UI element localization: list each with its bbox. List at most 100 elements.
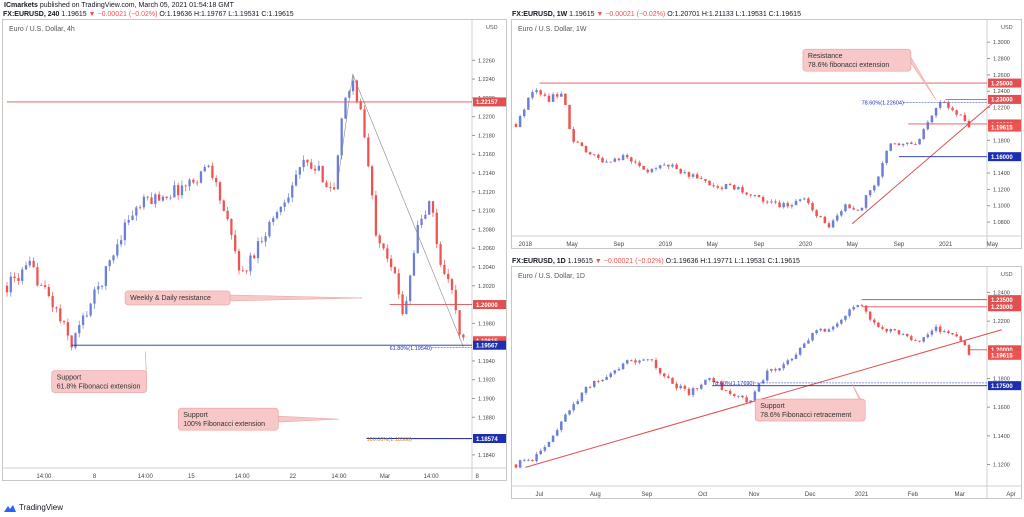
candle-body <box>827 223 831 228</box>
candle-body <box>378 235 381 244</box>
candle-body <box>749 194 752 196</box>
candle-body <box>351 80 355 92</box>
candle-body <box>97 286 100 290</box>
candle-body <box>51 296 54 308</box>
candle-body <box>576 401 580 405</box>
y-tick-label: 1.2400 <box>993 89 1010 95</box>
currency-label: USD <box>1001 272 1013 278</box>
candle-body <box>275 212 279 219</box>
candle-body <box>112 255 115 261</box>
price-label: 1.19567 <box>476 344 498 350</box>
candle-body <box>234 234 237 252</box>
candle-body <box>798 347 802 355</box>
candle-body <box>807 340 810 344</box>
candle-body <box>687 388 691 395</box>
candle-body <box>634 161 637 163</box>
chart-panel-daily[interactable]: Euro / U.S. Dollar, 1D USD 1.2400 1.2200 1.1… <box>511 266 1022 499</box>
candle-body <box>753 391 757 401</box>
candle-body <box>774 201 777 203</box>
chart-title: Euro / U.S. Dollar, 4h <box>9 26 75 33</box>
x-tick-label: May <box>847 242 858 248</box>
candle-body <box>819 216 822 217</box>
candle-body <box>85 315 89 317</box>
candle-body <box>819 328 822 331</box>
candle-body <box>885 150 888 164</box>
candle-body <box>211 165 214 178</box>
candle-body <box>881 163 884 177</box>
candle-body <box>17 278 20 282</box>
callout-subtitle: 61.8% Fibonacci extension <box>57 384 141 391</box>
candle-body <box>609 373 612 377</box>
header-open: O:1.19636 <box>157 11 193 18</box>
price-label-badge <box>988 345 1021 355</box>
candle-body <box>910 336 913 340</box>
candles <box>5 75 465 351</box>
chart-panel-4h[interactable]: Euro / U.S. Dollar, 4h USD 1.2260 1.2240 1.2… <box>2 19 507 481</box>
candle-body <box>572 404 575 411</box>
price-label-badge <box>988 94 1021 104</box>
candle-body <box>951 333 954 335</box>
x-tick-label: Sep <box>894 242 905 248</box>
candle-body <box>873 319 876 323</box>
candle-body <box>737 395 740 397</box>
candle-body <box>568 104 571 130</box>
candle-body <box>667 376 670 378</box>
candle-body <box>560 93 563 97</box>
candle-body <box>835 215 839 221</box>
candle-body <box>527 459 530 461</box>
candle-body <box>897 143 901 146</box>
candle-body <box>450 279 454 290</box>
candle-body <box>823 216 827 224</box>
chart-panel-weekly[interactable]: Euro / U.S. Dollar, 1W USD 1.3000 1.2800 1.2… <box>511 19 1022 249</box>
x-tick-label: May <box>987 242 998 248</box>
candle-body <box>630 157 633 162</box>
candle-body <box>642 359 645 361</box>
candle-body <box>355 80 359 102</box>
candle-body <box>794 354 798 359</box>
candle-body <box>123 222 127 241</box>
y-tick-label: 1.0800 <box>993 220 1010 226</box>
price-label-badge <box>988 78 1021 88</box>
candle-body <box>78 325 81 334</box>
x-tick-label: 2020 <box>799 242 813 248</box>
price-label: 1.25000 <box>991 81 1013 87</box>
candle-body <box>625 155 629 158</box>
candle-body <box>852 208 855 210</box>
x-tick-label: 8 <box>476 474 480 480</box>
candle-body <box>765 370 769 381</box>
candle-body <box>745 192 748 195</box>
candle-body <box>291 185 294 198</box>
candle-body <box>794 200 798 206</box>
candle-body <box>142 196 146 208</box>
header-price: 1.19615 <box>565 258 595 265</box>
candle-body <box>963 114 967 121</box>
candle-body <box>21 269 24 282</box>
candle-body <box>803 343 806 348</box>
candle-body <box>708 378 711 380</box>
candle-body <box>226 210 229 220</box>
candle-body <box>215 177 218 183</box>
candle-body <box>621 363 625 370</box>
candle-body <box>708 180 711 186</box>
y-tick-label: 1.2600 <box>993 73 1010 79</box>
candle-body <box>260 241 263 243</box>
candle-body <box>443 264 446 274</box>
candle-body <box>807 198 810 204</box>
candle-body <box>24 265 28 270</box>
candle-body <box>955 110 958 115</box>
candle-body <box>447 273 450 280</box>
callout-subtitle: 78.6% fibonacci extension <box>808 62 889 69</box>
header-low: L:1.19531 <box>732 258 766 265</box>
candle-body <box>535 454 538 462</box>
price-label-badge <box>988 122 1021 132</box>
price-label-badge <box>473 97 506 107</box>
candle-body <box>13 276 16 279</box>
candle-body <box>551 94 555 102</box>
candle-body <box>119 240 123 245</box>
candle-body <box>934 326 938 331</box>
candle-body <box>555 94 559 97</box>
candle-body <box>287 197 290 203</box>
price-label-badge <box>473 336 506 346</box>
candle-body <box>634 360 637 363</box>
x-tick-label: Mar <box>954 492 964 498</box>
